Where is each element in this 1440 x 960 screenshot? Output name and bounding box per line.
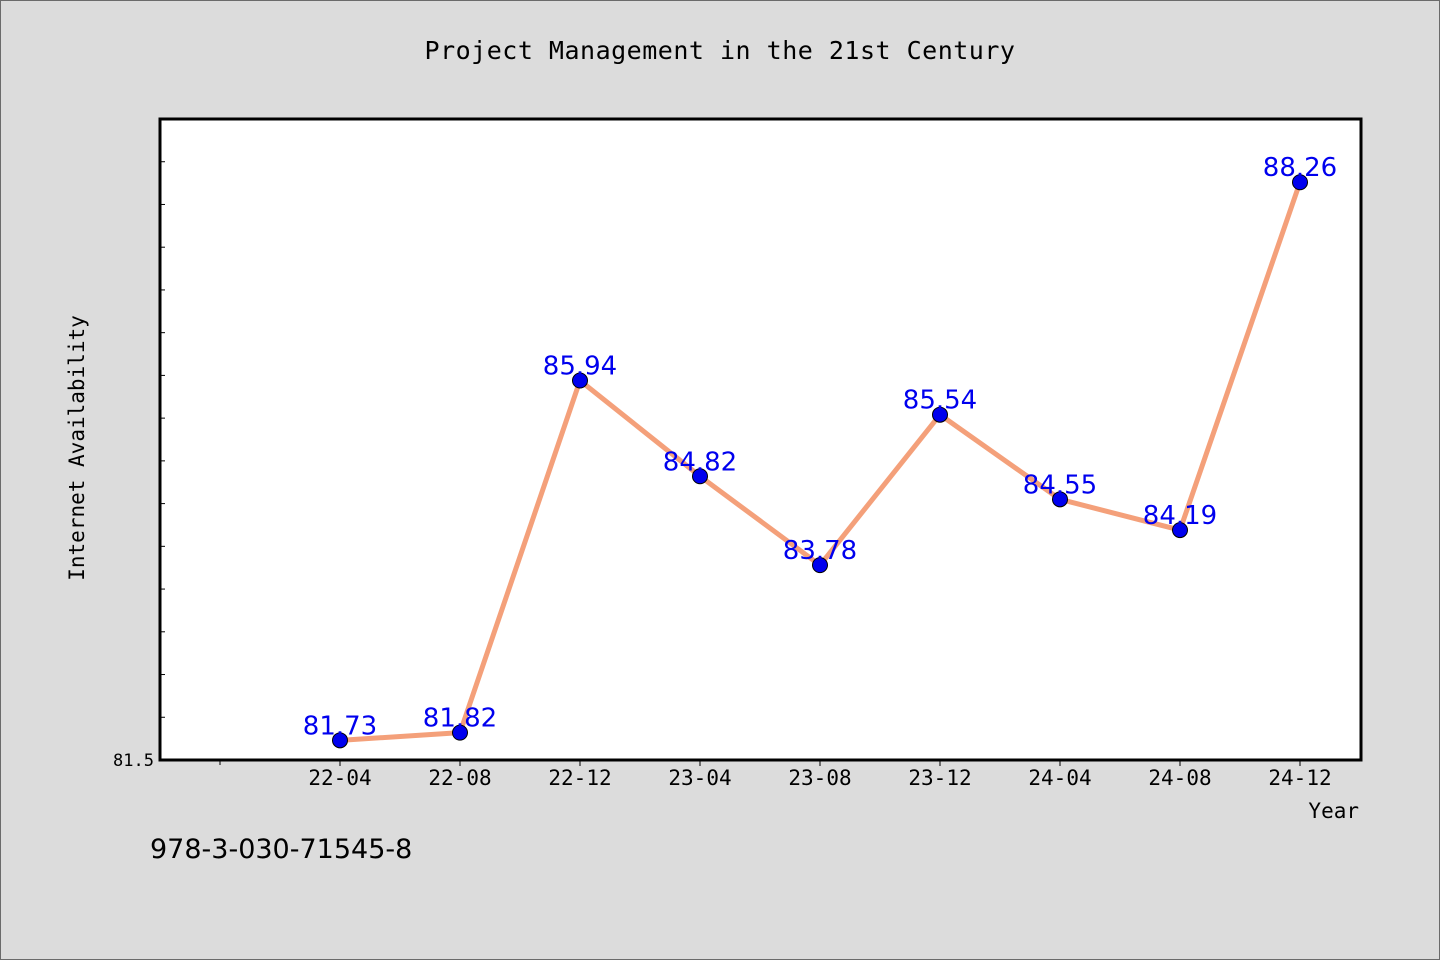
x-tick-label: 23-08 — [788, 766, 851, 790]
x-axis-ticks: 22-04 22-08 22-12 23-04 23-08 23-12 24-04 24-08… — [219, 760, 1332, 790]
data-point — [692, 468, 708, 485]
plot-area — [158, 117, 1363, 762]
x-tick-label: 24-04 — [1028, 766, 1091, 790]
series-group — [332, 174, 1308, 749]
data-label: 81.73 — [303, 711, 377, 741]
data-label: 81.82 — [423, 704, 497, 734]
y-axis-label: Internet Availability — [65, 315, 89, 581]
x-tick-label: 22-12 — [548, 766, 611, 790]
x-tick-label: 23-04 — [668, 766, 731, 790]
data-point — [572, 372, 588, 389]
x-tick-label: 24-12 — [1268, 766, 1331, 790]
data-label: 84.19 — [1143, 501, 1217, 531]
data-point — [332, 732, 348, 749]
data-label: 84.82 — [663, 447, 737, 477]
x-tick-label: 24-08 — [1148, 766, 1211, 790]
x-tick-label: 22-08 — [428, 766, 491, 790]
x-axis-label: Year — [1308, 799, 1359, 823]
chart-title: Project Management in the 21st Century — [424, 36, 1016, 65]
data-point — [1052, 491, 1068, 508]
data-labels-group: 81.73 81.82 85.94 84.82 83.78 85.54 84.55 84.19… — [303, 153, 1337, 741]
y-tick-label: 81.5 — [113, 751, 154, 771]
x-tick-label: 22-04 — [308, 766, 371, 790]
y-axis-ticks — [160, 118, 165, 761]
data-point — [452, 724, 468, 741]
data-label: 85.54 — [903, 386, 977, 416]
data-point — [932, 406, 948, 423]
isbn-code: 978-3-030-71545-8 — [150, 834, 413, 865]
data-point — [1292, 174, 1308, 191]
data-point — [1172, 522, 1188, 539]
data-point — [812, 557, 828, 574]
x-tick-label: 23-12 — [908, 766, 971, 790]
data-label: 85.94 — [543, 352, 617, 382]
data-label: 88.26 — [1263, 153, 1337, 183]
data-label: 84.55 — [1023, 470, 1097, 500]
data-label: 83.78 — [783, 536, 857, 566]
